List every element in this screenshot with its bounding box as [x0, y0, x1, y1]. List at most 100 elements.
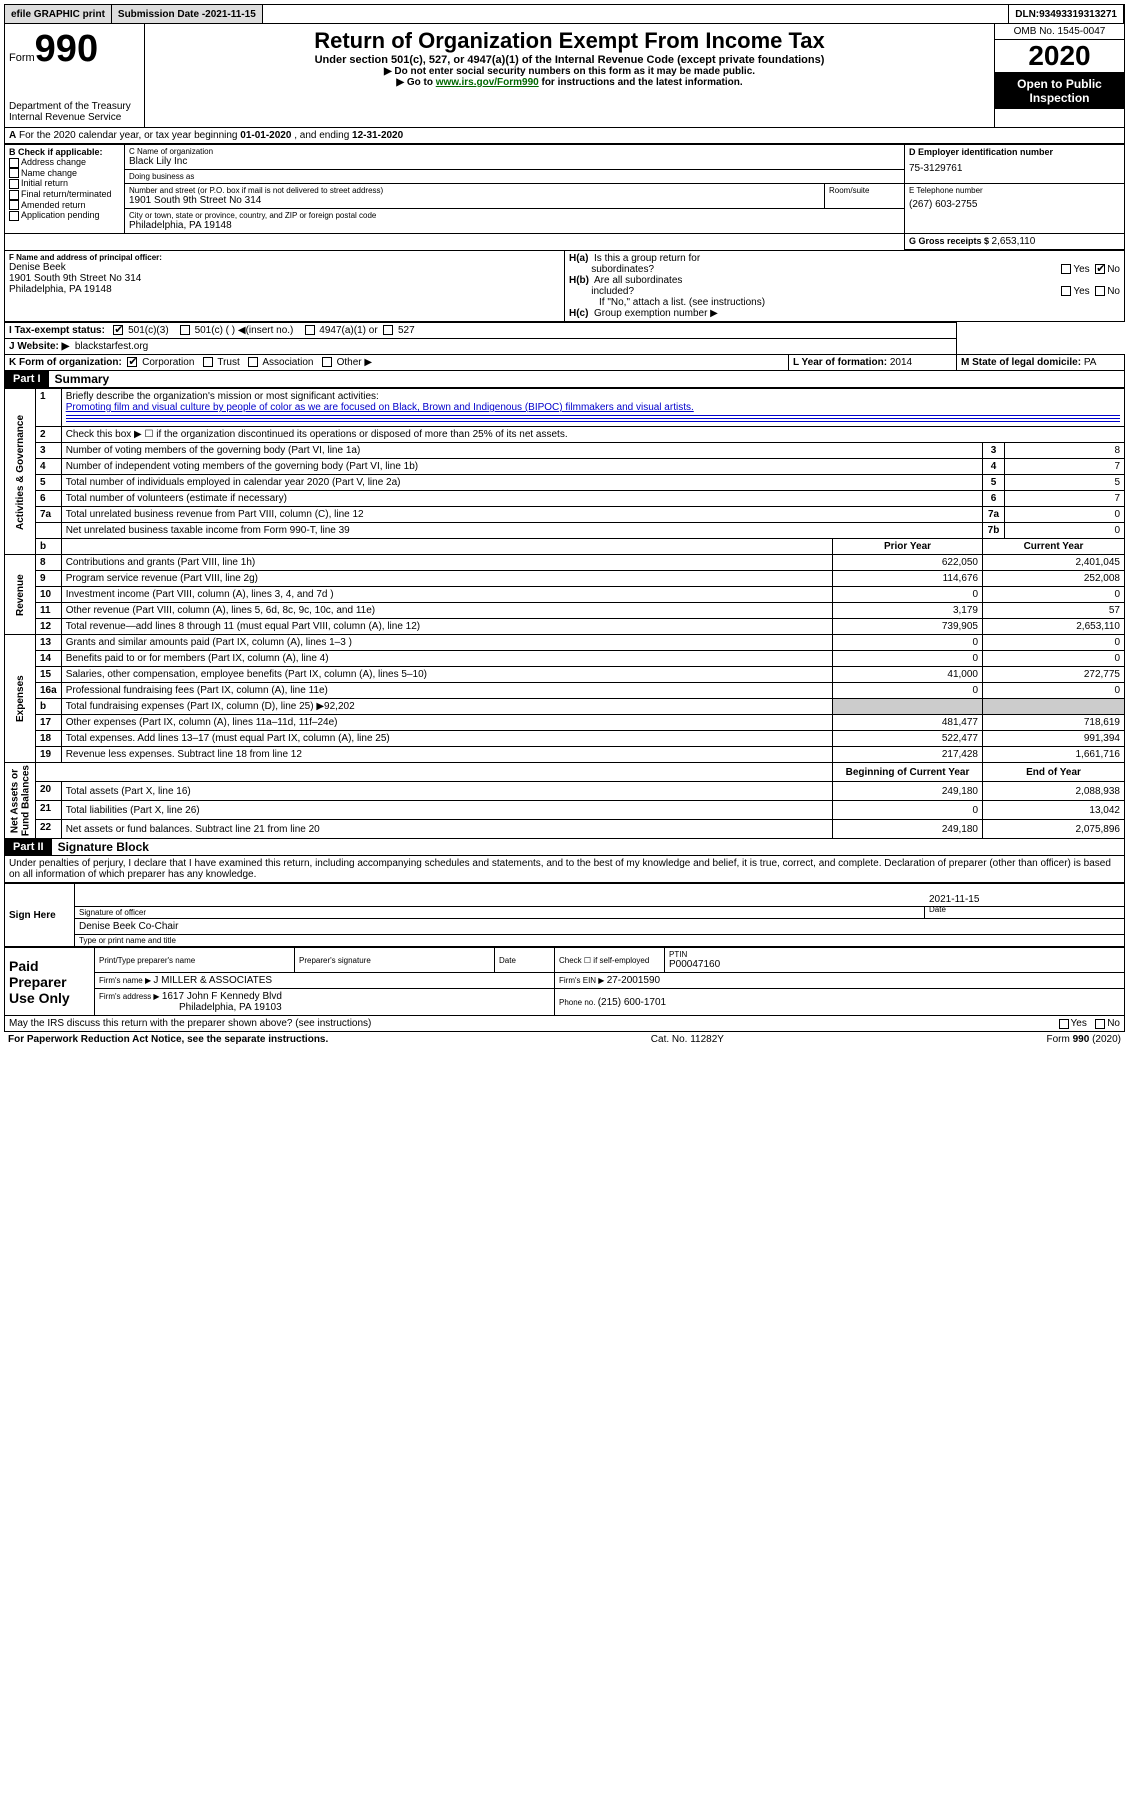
chk-address-change[interactable] [9, 158, 19, 168]
net-row-text: Total liabilities (Part X, line 26) [61, 801, 832, 820]
hb-no[interactable] [1095, 286, 1105, 296]
officer-group-grid: F Name and address of principal officer:… [4, 250, 1125, 322]
opt-other: Other ▶ [337, 357, 372, 368]
form-header: Form990 Department of the Treasury Inter… [4, 24, 1125, 128]
ptin-value: P00047160 [669, 959, 1120, 970]
chk-final-return[interactable] [9, 190, 19, 200]
chk-other[interactable] [322, 357, 332, 367]
gov-row-num: 6 [36, 491, 62, 507]
preparer-table: Paid Preparer Use Only Print/Type prepar… [4, 947, 1125, 1016]
form-org-label: K Form of organization: [9, 357, 122, 368]
mission-text: Promoting film and visual culture by peo… [66, 402, 694, 413]
exp-row-num: 15 [36, 667, 62, 683]
form-number: 990 [35, 28, 98, 70]
chk-app-pending[interactable] [9, 211, 19, 221]
chk-assoc[interactable] [248, 357, 258, 367]
gov-row-val: 5 [1005, 475, 1125, 491]
ha-yes[interactable] [1061, 264, 1071, 274]
officer-addr1: 1901 South 9th Street No 314 [9, 273, 560, 284]
col-prior: Prior Year [833, 539, 983, 555]
gov-row-text: Total number of individuals employed in … [61, 475, 982, 491]
period-pre: For the 2020 calendar year, or tax year … [19, 130, 240, 141]
gov-row-text: Number of independent voting members of … [61, 459, 982, 475]
gov-row-box: 6 [983, 491, 1005, 507]
chk-4947[interactable] [305, 325, 315, 335]
gov-row-val: 7 [1005, 459, 1125, 475]
net-begin: 249,180 [833, 782, 983, 801]
rev-current: 2,653,110 [983, 619, 1125, 635]
opt-assoc: Association [262, 357, 313, 368]
opt-501c3: 501(c)(3) [128, 325, 169, 336]
rev-row-text: Investment income (Part VIII, column (A)… [61, 587, 832, 603]
dept-treasury: Department of the Treasury Internal Reve… [9, 101, 140, 123]
submission-date-value: 2021-11-15 [205, 9, 256, 20]
rev-row-text: Program service revenue (Part VIII, line… [61, 571, 832, 587]
prep-name-label: Print/Type preparer's name [99, 956, 290, 965]
firm-ein-value: 27-2001590 [607, 975, 660, 986]
irs-link[interactable]: www.irs.gov/Form990 [436, 77, 539, 88]
rev-current: 252,008 [983, 571, 1125, 587]
discuss-yes-label: Yes [1071, 1018, 1087, 1029]
domicile-value: PA [1084, 357, 1097, 368]
chk-final-return-label: Final return/terminated [21, 189, 112, 199]
status-website-grid: I Tax-exempt status: 501(c)(3) 501(c) ( … [4, 322, 1125, 371]
chk-501c3[interactable] [113, 325, 123, 335]
exp-row-num: 19 [36, 747, 62, 763]
rev-prior: 739,905 [833, 619, 983, 635]
exp-prior: 217,428 [833, 747, 983, 763]
chk-corp[interactable] [127, 357, 137, 367]
exp-row-num: 16a [36, 683, 62, 699]
exp-prior: 41,000 [833, 667, 983, 683]
footer-mid: Cat. No. 11282Y [651, 1034, 724, 1045]
hb-no-label: No [1107, 286, 1120, 297]
net-row-num: 20 [36, 782, 62, 801]
room-label: Room/suite [829, 186, 900, 195]
chk-trust[interactable] [203, 357, 213, 367]
chk-name-change[interactable] [9, 168, 19, 178]
chk-501c[interactable] [180, 325, 190, 335]
net-begin: 0 [833, 801, 983, 820]
part1-title: Summary [49, 372, 110, 386]
ha-no-label: No [1107, 264, 1120, 275]
net-end: 13,042 [983, 801, 1125, 820]
ha-no[interactable] [1095, 264, 1105, 274]
hb-yes-label: Yes [1073, 286, 1089, 297]
officer-addr2: Philadelphia, PA 19148 [9, 284, 560, 295]
part2-title: Signature Block [52, 840, 149, 854]
net-end: 2,075,896 [983, 820, 1125, 839]
chk-amended[interactable] [9, 200, 19, 210]
discuss-yes[interactable] [1059, 1019, 1069, 1029]
net-end: 2,088,938 [983, 782, 1125, 801]
section-a: A For the 2020 calendar year, or tax yea… [4, 128, 1125, 144]
chk-527[interactable] [383, 325, 393, 335]
gov-row-num: 7a [36, 507, 62, 523]
street-label: Number and street (or P.O. box if mail i… [129, 186, 820, 195]
exp-row-text: Other expenses (Part IX, column (A), lin… [61, 715, 832, 731]
firm-addr-label: Firm's address ▶ [99, 992, 162, 1001]
officer-name: Denise Beek [9, 262, 560, 273]
sign-here-table: Sign Here Signature of officer 2021-11-1… [4, 883, 1125, 947]
chk-initial-return[interactable] [9, 179, 19, 189]
chk-name-change-label: Name change [21, 168, 77, 178]
chk-initial-return-label: Initial return [21, 178, 68, 188]
ha-yes-label: Yes [1073, 264, 1089, 275]
instr-link-post: for instructions and the latest informat… [539, 77, 743, 88]
exp-row-num: b [36, 699, 62, 715]
exp-row-text: Salaries, other compensation, employee b… [61, 667, 832, 683]
opt-527: 527 [398, 325, 415, 336]
discuss-no[interactable] [1095, 1019, 1105, 1029]
exp-current: 0 [983, 635, 1125, 651]
rev-row-num: 12 [36, 619, 62, 635]
part1-table: Activities & Governance 1 Briefly descri… [4, 388, 1125, 839]
line1-label: Briefly describe the organization's miss… [66, 391, 379, 402]
officer-label: F Name and address of principal officer: [9, 253, 560, 262]
hb-yes[interactable] [1061, 286, 1071, 296]
city-label: City or town, state or province, country… [129, 211, 900, 220]
firm-phone-label: Phone no. [559, 998, 598, 1007]
form-title: Return of Organization Exempt From Incom… [149, 28, 990, 54]
rev-row-num: 9 [36, 571, 62, 587]
firm-name-label: Firm's name ▶ [99, 976, 153, 985]
dln-value: 93493319313271 [1039, 9, 1117, 20]
efile-print-button[interactable]: efile GRAPHIC print [5, 5, 112, 23]
period-begin: 01-01-2020 [240, 130, 291, 141]
